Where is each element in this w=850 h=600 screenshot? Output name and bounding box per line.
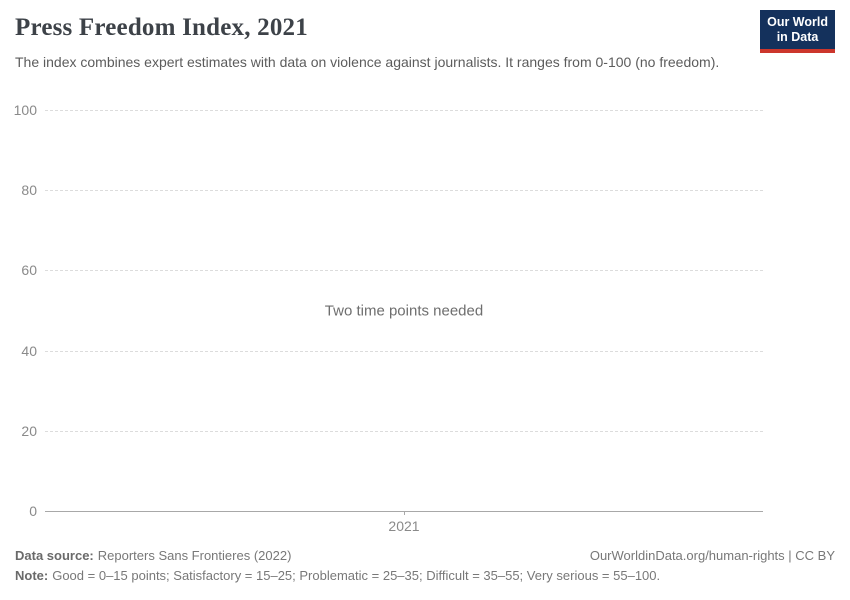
footer-row-sources: Data source: Reporters Sans Frontieres (2… <box>15 548 835 564</box>
gridline-20: 20 <box>21 423 763 439</box>
y-tick-label-0: 0 <box>29 503 37 520</box>
footer-row-note: Note: Good = 0–15 points; Satisfactory = … <box>15 568 835 584</box>
page-subtitle: The index combines expert estimates with… <box>15 54 720 70</box>
gridline-80: 80 <box>21 182 763 198</box>
y-tick-label-100: 100 <box>13 102 37 119</box>
data-source-link[interactable]: Reporters Sans Frontieres (2022) <box>97 548 292 563</box>
note-label: Note: <box>15 568 49 583</box>
citation-link[interactable]: OurWorldinData.org/human-rights | CC BY <box>589 548 835 563</box>
page-title: Press Freedom Index, 2021 <box>15 14 308 41</box>
owid-logo-line1: Our World <box>767 15 828 29</box>
y-tick-label-60: 60 <box>21 262 37 279</box>
y-tick-label-40: 40 <box>21 343 37 360</box>
owid-logo-line2: in Data <box>776 30 819 44</box>
plot-area: 100 80 60 40 20 0 2021 Two time points n… <box>14 102 763 534</box>
gridline-60: 60 <box>21 262 763 278</box>
chart-empty-message: Two time points needed <box>324 302 484 319</box>
y-tick-label-80: 80 <box>21 182 37 199</box>
data-source: Data source: Reporters Sans Frontieres (2… <box>15 548 291 564</box>
data-source-label: Data source: <box>15 548 94 563</box>
y-tick-label-20: 20 <box>21 423 37 440</box>
footer: Data source: Reporters Sans Frontieres (2… <box>15 548 835 584</box>
x-tick-label-2021: 2021 <box>388 518 420 534</box>
x-axis-tick <box>404 511 405 515</box>
gridline-40: 40 <box>21 343 763 359</box>
note-text: Good = 0–15 points; Satisfactory = 15–25… <box>52 568 661 583</box>
owid-logo[interactable]: Our World in Data <box>760 10 835 53</box>
gridline-100: 100 <box>14 102 763 118</box>
